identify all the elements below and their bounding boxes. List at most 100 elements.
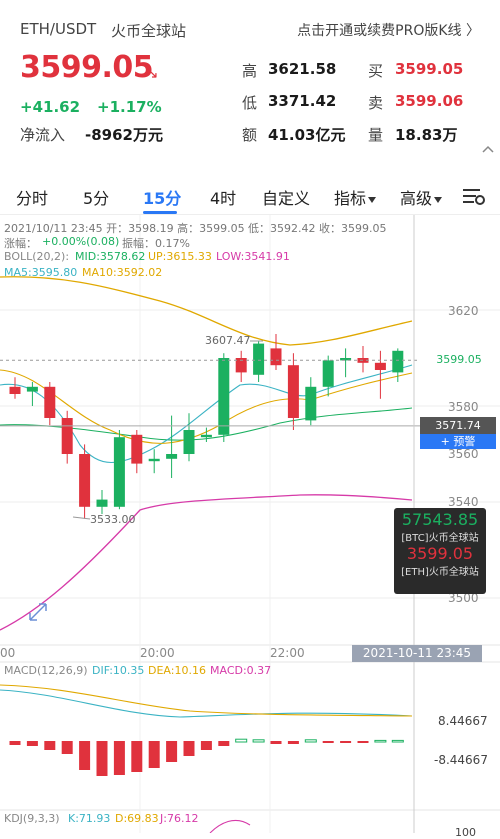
pair-name[interactable]: ETH/USDT — [20, 20, 97, 38]
axis-tick-3580: 3580 — [448, 400, 479, 414]
tab-custom[interactable]: 自定义 — [262, 189, 311, 208]
tab-indicators[interactable]: 指标 — [334, 189, 367, 208]
macd-bar — [183, 741, 195, 756]
macd-bar — [287, 741, 299, 744]
candle-body — [235, 358, 247, 373]
candle-body — [270, 348, 282, 366]
macd-bar — [270, 741, 282, 744]
time-tick-2000: 20:00 — [140, 646, 175, 660]
candle-body — [113, 437, 125, 507]
candle-body — [44, 386, 56, 418]
macd-bar — [391, 739, 404, 743]
axis-tick-3540: 3540 — [448, 495, 479, 509]
pro-kline-link[interactable]: 点击开通或续费PRO版K线 〉 — [297, 23, 480, 39]
compare-tooltip: 57543.85 [BTC]火币全球站 3599.05 [ETH]火币全球站 — [394, 508, 486, 594]
tab-advanced[interactable]: 高级 — [400, 189, 433, 208]
btc-label: [BTC]火币全球站 — [401, 533, 479, 544]
macd-bar — [44, 741, 56, 750]
macd-bar — [9, 741, 21, 745]
macd-bar — [218, 741, 230, 746]
quote-header: ETH/USDT 火币全球站 点击开通或续费PRO版K线 〉 3599.05 ↘… — [0, 0, 500, 165]
time-tick-2200: 22:00 — [270, 646, 305, 660]
ma5-value: MA5:3595.80 — [4, 266, 78, 279]
tab-5min[interactable]: 5分 — [83, 189, 110, 208]
macd-bar — [61, 741, 73, 754]
candle-body — [392, 350, 404, 373]
macd-bar — [166, 741, 178, 762]
volume-value: 18.83万 — [395, 126, 458, 144]
indicators-dropdown-icon — [368, 197, 376, 203]
macd-bar — [200, 741, 212, 750]
ma10-value: MA10:3592.02 — [82, 266, 163, 279]
kdj-d: D:69.83 — [115, 812, 159, 825]
macd-bar — [374, 739, 387, 743]
net-inflow-label: 净流入 — [20, 126, 66, 144]
candle-body — [183, 430, 195, 454]
boll-mid: MID:3578.62 — [75, 250, 146, 263]
boll-up-line — [0, 276, 413, 346]
expand-icon[interactable] — [29, 603, 47, 621]
boll-low: LOW:3541.91 — [216, 250, 290, 263]
macd-bar — [26, 741, 38, 746]
candle-body — [218, 358, 230, 435]
boll-label: BOLL(20,2): — [4, 250, 70, 263]
collapse-chevron-icon[interactable] — [482, 145, 494, 153]
macd-dif-line — [0, 689, 413, 718]
ask-value: 3599.06 — [395, 92, 464, 110]
candle-body — [79, 454, 91, 507]
tab-15min[interactable]: 15分 — [143, 189, 182, 208]
kdj-params: KDJ(9,3,3) — [4, 812, 60, 825]
macd-bar — [322, 741, 334, 743]
candle-body — [26, 386, 38, 392]
btc-price: 57543.85 — [401, 510, 479, 529]
eth-price: 3599.05 — [406, 544, 474, 563]
macd-bar — [252, 739, 265, 743]
volume-label: 量 — [368, 126, 384, 144]
candle-body — [322, 360, 334, 387]
candle-body — [96, 499, 108, 507]
change-label: 涨幅： — [4, 237, 37, 250]
period-tabs: 分时 5分 15分 4时 自定义 指标 高级 — [0, 175, 500, 215]
macd-dea: DEA:10.16 — [148, 664, 206, 677]
candle-ohlc-info: 2021/10/11 23:45 开：3598.19 高：3599.05 低：3… — [4, 222, 387, 235]
candle-change: +0.00%(0.08) — [42, 235, 120, 248]
low-marker-line — [72, 516, 91, 520]
kdj-k: K:71.93 — [68, 812, 111, 825]
net-inflow-value: -8962万元 — [85, 126, 163, 144]
candle-body — [131, 434, 143, 464]
macd-bar — [235, 738, 248, 743]
macd-bar — [148, 741, 160, 768]
exchange-name[interactable]: 火币全球站 — [111, 22, 187, 40]
change-pct: +1.17% — [97, 98, 162, 116]
current-price-tag: 3599.05 — [420, 351, 498, 368]
axis-tick-3500: 3500 — [448, 591, 479, 605]
macd-bar — [304, 739, 317, 743]
candle-body — [287, 365, 299, 418]
candle-body — [305, 386, 317, 421]
kdj-j-line — [209, 819, 251, 833]
bid-label: 买 — [368, 62, 384, 80]
crosshair-price-tag: 3571.74 — [420, 417, 496, 434]
bid-value: 3599.05 — [395, 60, 464, 78]
low-label: 低 — [242, 94, 258, 112]
tab-timeshare[interactable]: 分时 — [16, 189, 49, 208]
amount-value: 41.03亿元 — [268, 126, 346, 144]
low-marker-label: 3533.00 — [90, 513, 136, 526]
advanced-dropdown-icon — [434, 197, 442, 203]
macd-axis-top: 8.44667 — [438, 714, 488, 728]
low-value: 3371.42 — [268, 92, 337, 110]
macd-bar — [357, 741, 369, 743]
candle-body — [253, 343, 265, 375]
macd-bar — [79, 741, 91, 770]
ask-label: 卖 — [368, 94, 384, 112]
last-price: 3599.05 — [20, 50, 154, 85]
kline-chart[interactable] — [0, 215, 500, 833]
candle-body — [374, 362, 386, 370]
macd-bar — [131, 741, 143, 772]
add-alert-button[interactable]: + 预警 — [420, 434, 496, 449]
tab-4h[interactable]: 4时 — [210, 189, 237, 208]
boll-low-line — [0, 494, 413, 631]
chart-settings-icon[interactable] — [462, 186, 486, 206]
candle-body — [148, 458, 160, 462]
candle-body — [61, 418, 73, 454]
